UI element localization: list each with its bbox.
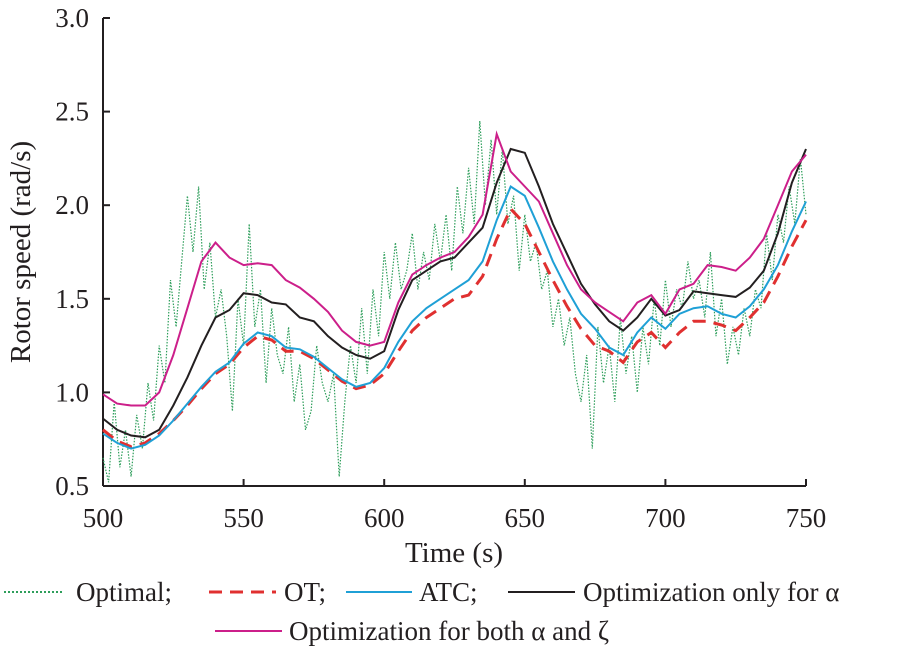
- legend-label-both: Optimization for both α and ζ: [289, 616, 609, 646]
- y-tick-label: 1.5: [55, 284, 89, 314]
- y-tick-label: 2.5: [55, 97, 89, 127]
- series-line-optimization-only-for: [102, 147, 807, 439]
- y-tick-label: 1.0: [55, 377, 89, 407]
- y-tick-label: 3.0: [55, 3, 89, 33]
- y-tick-label: 2.0: [55, 190, 89, 220]
- x-tick-label: 700: [645, 503, 686, 533]
- legend-label-ot: OT;: [284, 577, 326, 607]
- y-tick-label: 0.5: [55, 471, 89, 501]
- x-axis-title: Time (s): [405, 537, 503, 569]
- series-line-ot: [102, 206, 808, 449]
- series-line-atc: [102, 184, 807, 450]
- y-axis-title: Rotor speed (rad/s): [5, 141, 37, 363]
- legend: Optimal; OT; ATC; Optimization only for …: [4, 577, 839, 646]
- x-tick-label: 600: [364, 503, 405, 533]
- series-line-optimization-for-both-and: [102, 130, 807, 407]
- x-tick-label: 750: [786, 503, 827, 533]
- x-tick-label: 500: [83, 503, 124, 533]
- series-line-optimal: [102, 120, 807, 483]
- ticks: 500 550 600 650 700 750 0.5 1.0 1.5 2.0 2.5 3.0: [55, 3, 826, 533]
- legend-label-atc: ATC;: [419, 577, 478, 607]
- legend-label-optimal: Optimal;: [76, 577, 172, 607]
- x-tick-label: 550: [223, 503, 264, 533]
- legend-label-alpha: Optimization only for α: [583, 577, 839, 607]
- x-tick-label: 650: [505, 503, 546, 533]
- series-layer: [102, 120, 808, 483]
- axes: [102, 18, 806, 487]
